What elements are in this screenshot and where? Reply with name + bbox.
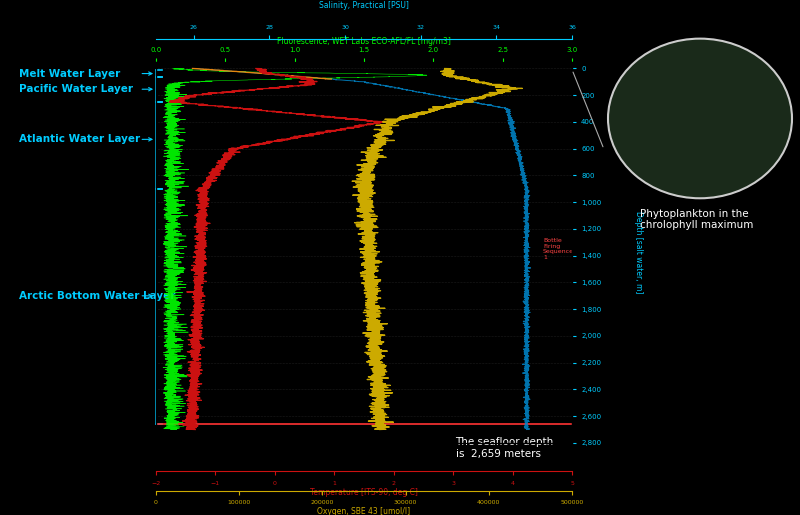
- Circle shape: [649, 104, 683, 133]
- Circle shape: [682, 102, 737, 150]
- Circle shape: [673, 128, 694, 146]
- Circle shape: [717, 132, 757, 167]
- Text: Phytoplankton in the
chrolophyll maximum: Phytoplankton in the chrolophyll maximum: [640, 209, 754, 230]
- Text: Atlantic Water Layer: Atlantic Water Layer: [18, 134, 140, 144]
- X-axis label: Oxygen, SBE 43 [umol/l]: Oxygen, SBE 43 [umol/l]: [318, 507, 410, 515]
- Y-axis label: Depth [salt water, m]: Depth [salt water, m]: [634, 211, 643, 294]
- Circle shape: [691, 111, 728, 142]
- Circle shape: [624, 71, 651, 95]
- Circle shape: [667, 81, 702, 111]
- Text: The seafloor depth
is  2,659 meters: The seafloor depth is 2,659 meters: [455, 437, 554, 459]
- Text: Melt Water Layer: Melt Water Layer: [18, 68, 120, 79]
- Text: Arctic Bottom Water Layer: Arctic Bottom Water Layer: [18, 291, 175, 301]
- X-axis label: Salinity, Practical [PSU]: Salinity, Practical [PSU]: [319, 1, 409, 10]
- Circle shape: [637, 106, 679, 143]
- Text: Bottle
Firing
Sequence
1: Bottle Firing Sequence 1: [543, 238, 574, 260]
- Circle shape: [698, 58, 717, 74]
- X-axis label: Fluorescence, WET Labs ECO-AFL/FL [mg/m3]: Fluorescence, WET Labs ECO-AFL/FL [mg/m3…: [277, 37, 451, 46]
- X-axis label: Temperature [ITS-90, deg C]: Temperature [ITS-90, deg C]: [310, 488, 418, 497]
- Circle shape: [663, 141, 680, 156]
- Text: Pacific Water Layer: Pacific Water Layer: [18, 84, 133, 94]
